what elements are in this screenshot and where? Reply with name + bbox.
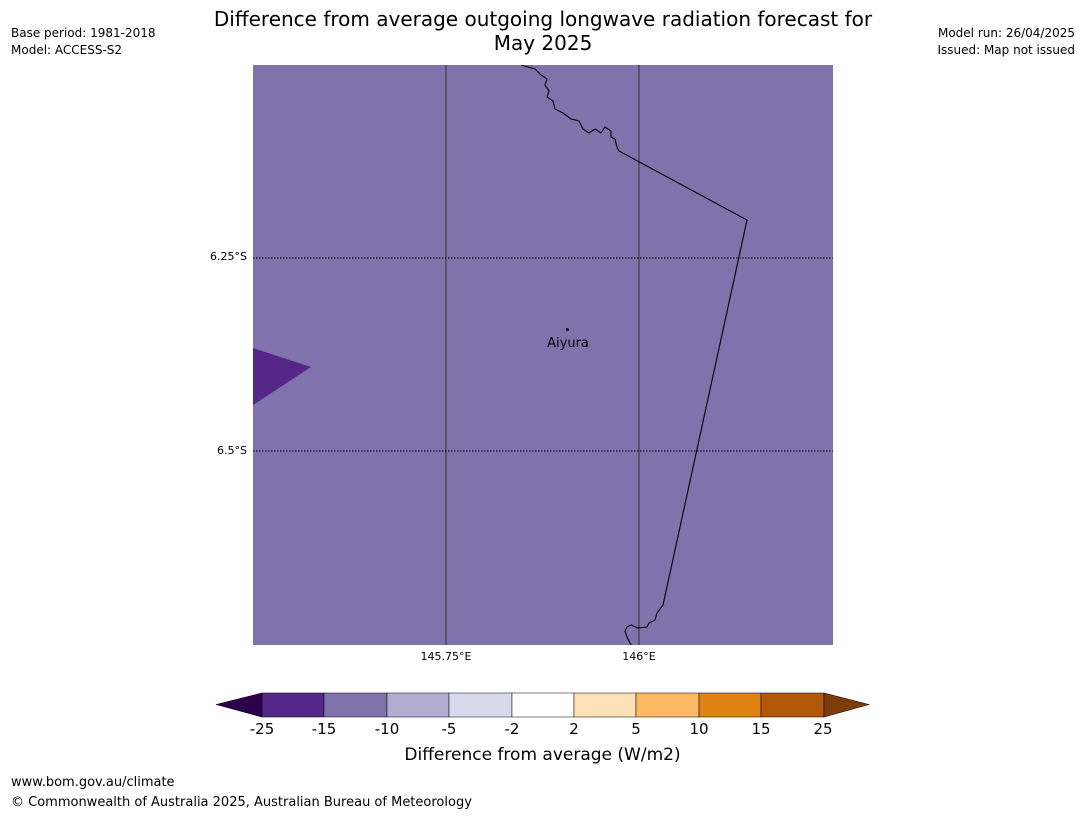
city-marker[interactable]: [566, 328, 569, 331]
title-line-2: May 2025: [493, 31, 593, 55]
lon-label-146: 146°E: [622, 650, 656, 663]
colorbar-tick-label: 15: [751, 720, 771, 738]
border-line: [520, 65, 748, 645]
colorbar-bin-7: [635, 692, 700, 718]
colorbar-tick-label: -5: [441, 720, 457, 738]
colorbar-tick-label: 10: [689, 720, 709, 738]
map-svg: [253, 65, 833, 645]
colorbar-bin-5: [511, 692, 575, 718]
issued-status: Issued: Map not issued: [937, 43, 1075, 57]
lon-label-145-75: 145.75°E: [420, 650, 472, 663]
colorbar-arrow-high: [823, 692, 870, 718]
model-run: Model run: 26/04/2025: [937, 26, 1075, 40]
colorbar: [216, 692, 870, 718]
city-label: Aiyura: [547, 336, 589, 351]
model-name: Model: ACCESS-S2: [11, 43, 123, 57]
colorbar-tick-label: 25: [813, 720, 833, 738]
colorbar-tick-label: 2: [569, 720, 579, 738]
colorbar-bin-6: [573, 692, 637, 718]
footer-url[interactable]: www.bom.gov.au/climate: [11, 775, 175, 790]
colorbar-bin-1: [261, 692, 325, 718]
colorbar-bin-9: [760, 692, 825, 718]
colorbar-tick-label: -25: [249, 720, 275, 738]
footer-copyright: © Commonwealth of Australia 2025, Austra…: [11, 795, 472, 810]
colorbar-tick-label: -2: [504, 720, 520, 738]
anomaly-patch: [253, 348, 311, 405]
colorbar-bin-2: [323, 692, 388, 718]
colorbar-bin-3: [386, 692, 450, 718]
metadata-left: Base period: 1981-2018 Model: ACCESS-S2: [11, 25, 156, 59]
colorbar-title: Difference from average (W/m2): [404, 745, 681, 765]
metadata-right: Model run: 26/04/2025 Issued: Map not is…: [937, 25, 1075, 59]
colorbar-bin-4: [448, 692, 513, 718]
colorbar-tick-label: 5: [631, 720, 641, 738]
page-title: Difference from average outgoing longwav…: [180, 7, 906, 55]
title-line-1: Difference from average outgoing longwav…: [213, 7, 873, 31]
forecast-map[interactable]: [253, 65, 833, 645]
base-period: Base period: 1981-2018: [11, 26, 156, 40]
colorbar-tick-label: -15: [311, 720, 337, 738]
lat-label-6-25: 6.25°S: [210, 250, 247, 263]
lat-label-6-5: 6.5°S: [217, 444, 247, 457]
colorbar-bin-8: [698, 692, 762, 718]
colorbar-tick-label: -10: [374, 720, 400, 738]
colorbar-arrow-low: [216, 692, 263, 718]
